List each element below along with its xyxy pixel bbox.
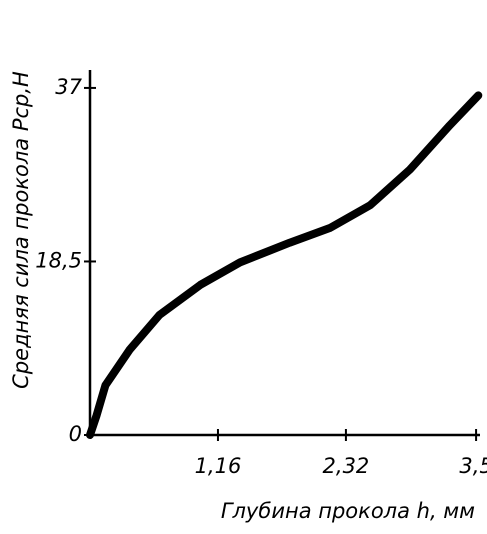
x-tick-label: 3,5 [459,454,487,478]
data-line [86,91,483,439]
x-axis-label: Глубина прокола h, мм [221,499,475,523]
x-tick-label: 2,32 [323,454,370,478]
y-tick-label: 0 [69,422,82,446]
y-tick-label: 18,5 [35,248,82,272]
x-tick-label: 1,16 [195,454,242,478]
y-axis-label: Средняя сила прокола Pср,Н [9,71,33,389]
y-tick-label: 37 [55,75,82,99]
